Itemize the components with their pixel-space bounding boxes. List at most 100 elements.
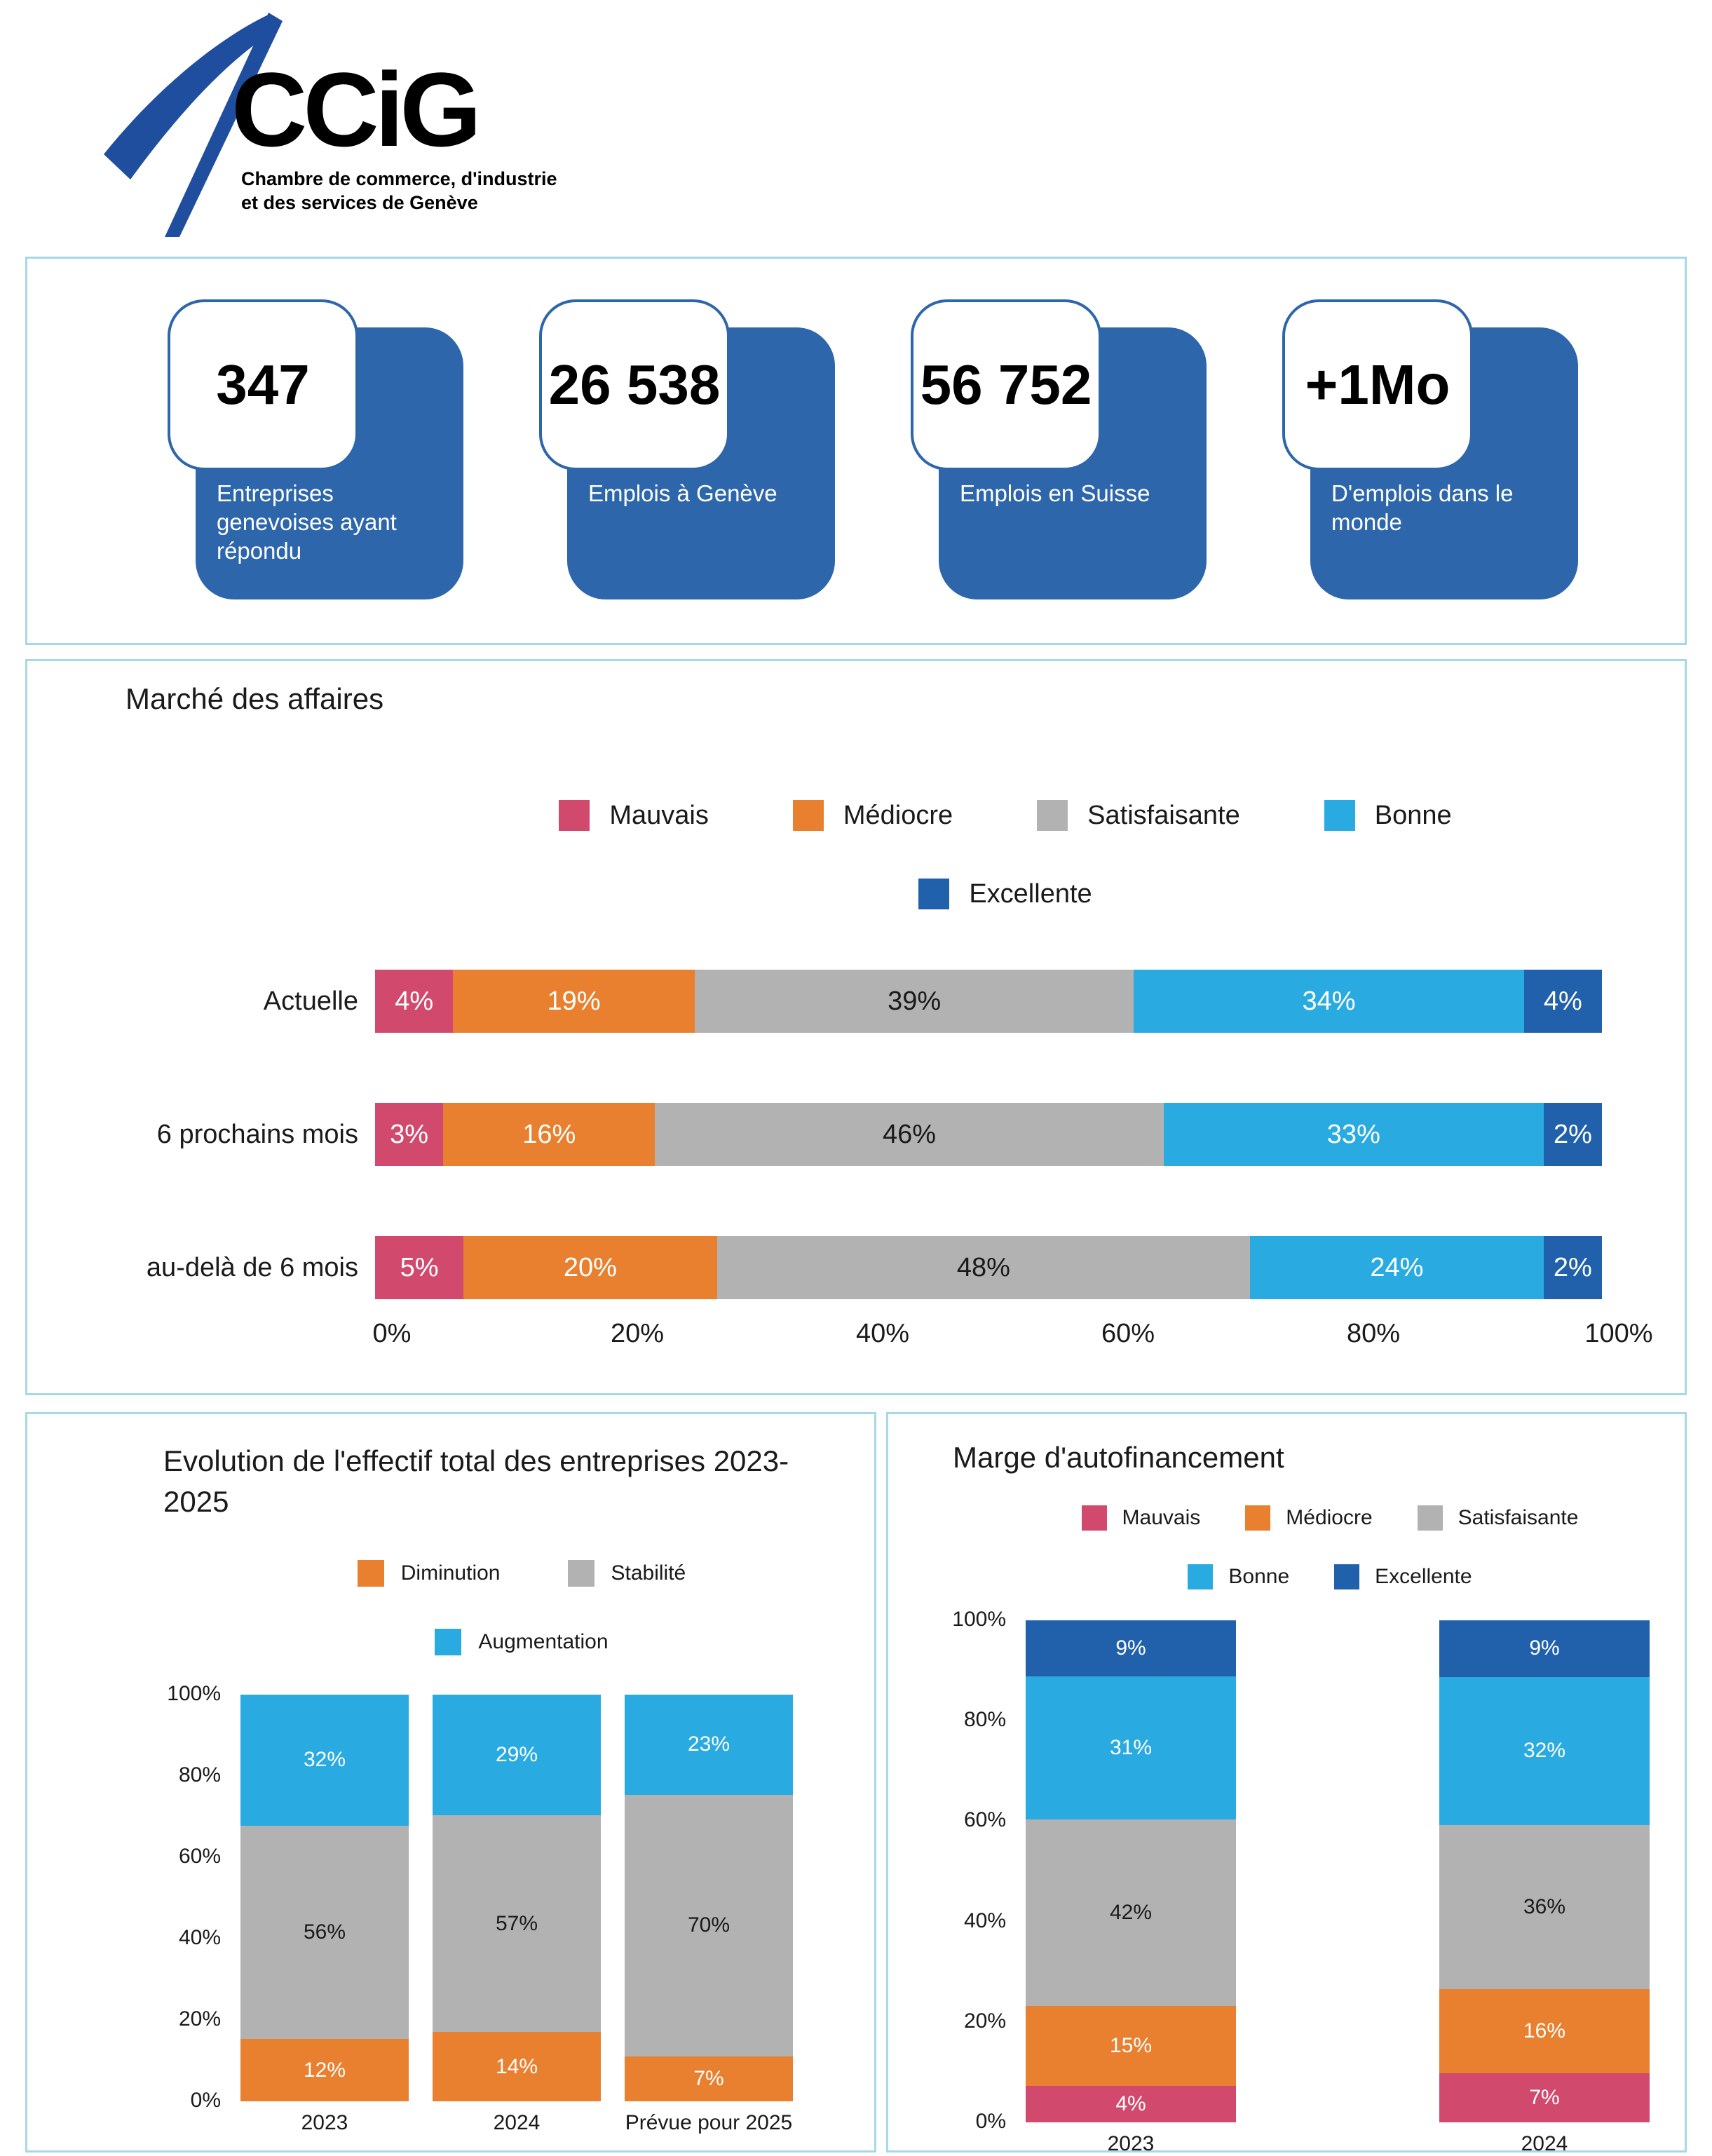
legend-row: Bonne Excellente <box>986 1564 1673 1589</box>
value-label: 16% <box>522 1120 576 1149</box>
value-label: 39% <box>888 987 942 1016</box>
bar-segment-mauvais: 5% <box>375 1236 464 1299</box>
bar-segment-satisfaisante: 46% <box>655 1103 1164 1166</box>
bar-segment-mediocre: 15% <box>1026 2005 1236 2086</box>
value-label: 36% <box>1523 1894 1566 1918</box>
stat-card-value-box: 56 752 <box>911 299 1101 470</box>
chart-legend: Mauvais Médiocre Satisfaisante Bonne Excelle… <box>392 800 1619 957</box>
axis-tick-label: 20% <box>963 2009 1006 2033</box>
legend-label: Médiocre <box>843 800 953 830</box>
axis-tick-label: 60% <box>178 1845 221 1868</box>
stacked-bar-2024: 14% 57% 29% <box>433 1695 601 2101</box>
legend-label: Bonne <box>1228 1565 1290 1588</box>
ccig-logo: CCiG Chambre de commerce, d'industrie et… <box>91 0 722 238</box>
legend-label: Diminution <box>400 1561 501 1585</box>
excellente-swatch-icon <box>1334 1564 1360 1589</box>
mauvais-swatch-icon <box>559 800 590 831</box>
bar-segment-stabilite: 70% <box>625 1794 793 2056</box>
value-label: 24% <box>1370 1253 1424 1282</box>
bar-segment-bonne: 34% <box>1134 970 1524 1033</box>
stat-card-value-box: 347 <box>168 299 358 470</box>
chart-legend: Diminution Stabilité Augmentation <box>238 1560 806 1697</box>
axis-tick-label: 80% <box>1346 1319 1401 1348</box>
legend-item-satisfaisante: Satisfaisante <box>1417 1505 1579 1531</box>
stat-card-value-box: +1Mo <box>1282 299 1473 470</box>
logo-swoosh-icon <box>104 13 283 237</box>
chart-row-actuelle: Actuelle 4% 19% 39% 34% 4% <box>27 970 1640 1033</box>
legend-item-stabilite: Stabilité <box>567 1560 686 1587</box>
diminution-swatch-icon <box>357 1560 384 1587</box>
axis-tick-label: 0% <box>372 1319 412 1348</box>
legend-label: Augmentation <box>478 1630 609 1653</box>
bar-segment-bonne: 32% <box>1439 1676 1650 1826</box>
value-label: 48% <box>956 1253 1010 1282</box>
axis-tick-label: 20% <box>178 2007 221 2030</box>
bar-segment-satisfaisante: 36% <box>1439 1825 1650 1989</box>
value-label: 20% <box>563 1253 617 1282</box>
bar-segment-excellente: 4% <box>1523 970 1603 1033</box>
legend-label: Mauvais <box>1122 1506 1201 1529</box>
category-label: 2023 <box>1107 2132 1155 2155</box>
legend-row: Mauvais Médiocre Satisfaisante Bonne <box>392 800 1619 831</box>
bar-segment-excellente: 9% <box>1026 1620 1236 1677</box>
stacked-bar-2024: 7% 16% 36% 32% 9% <box>1439 1620 1650 2122</box>
axis-tick-label: 20% <box>610 1319 665 1348</box>
stacked-bar: 5% 20% 48% 24% 2% <box>375 1236 1603 1299</box>
stacked-bar-prevue-pour-2025: 7% 70% 23% <box>625 1695 793 2101</box>
stat-value: 26 538 <box>548 353 721 416</box>
bar-segment-excellente: 2% <box>1543 1103 1602 1166</box>
logo-tagline-line1: Chambre de commerce, d'industrie <box>241 168 557 189</box>
bar-segment-bonne: 31% <box>1026 1676 1236 1820</box>
legend-item-satisfaisante: Satisfaisante <box>1037 800 1240 831</box>
axis-tick-label: 0% <box>190 2089 221 2112</box>
bar-segment-augmentation: 23% <box>625 1695 793 1795</box>
value-label: 29% <box>495 1743 538 1767</box>
stat-label: D'emplois dans le monde <box>1331 480 1514 535</box>
x-axis: 0% 20% 40% 60% 80% 100% <box>373 1319 1653 1354</box>
chart-row-6-prochains-mois: 6 prochains mois 3% 16% 46% 33% 2% <box>27 1103 1640 1166</box>
legend-item-excellente: Excellente <box>918 879 1092 909</box>
bar-segment-excellente: 9% <box>1439 1620 1650 1677</box>
legend-item-mauvais: Mauvais <box>559 800 709 831</box>
legend-label: Bonne <box>1374 800 1452 830</box>
bar-segment-mediocre: 19% <box>453 970 695 1033</box>
value-label: 31% <box>1109 1736 1153 1760</box>
logo-tagline: Chambre de commerce, d'industrie et des … <box>241 167 557 215</box>
axis-tick-label: 0% <box>975 2110 1006 2133</box>
axis-tick-label: 100% <box>952 1608 1006 1631</box>
legend-item-mediocre: Médiocre <box>1245 1505 1373 1531</box>
value-label: 5% <box>400 1253 439 1282</box>
stat-label: Emplois en Suisse <box>960 480 1150 506</box>
category-label: Actuelle <box>263 986 358 1016</box>
value-label: 7% <box>1529 2086 1560 2110</box>
stats-panel: Entreprises genevoises ayant répondu 347… <box>25 257 1687 645</box>
legend-label: Satisfaisante <box>1087 800 1240 830</box>
mediocre-swatch-icon <box>1245 1505 1271 1531</box>
bar-segment-diminution: 14% <box>433 2032 601 2101</box>
legend-label: Mauvais <box>609 800 709 830</box>
stacked-bar: 3% 16% 46% 33% 2% <box>375 1103 1602 1166</box>
headcount-evolution-panel: Evolution de l'effectif total des entrep… <box>25 1412 876 2152</box>
legend-label: Satisfaisante <box>1458 1506 1579 1529</box>
bar-segment-mediocre: 16% <box>443 1103 655 1166</box>
stabilite-swatch-icon <box>567 1560 595 1587</box>
bar-segment-mauvais: 3% <box>375 1103 444 1166</box>
value-label: 12% <box>303 2058 346 2082</box>
legend-item-mauvais: Mauvais <box>1081 1505 1201 1531</box>
bar-segment-excellente: 2% <box>1543 1236 1603 1299</box>
value-label: 14% <box>495 2054 538 2078</box>
category-label: Prévue pour 2025 <box>625 2111 793 2134</box>
axis-tick-label: 40% <box>963 1908 1006 1932</box>
axis-tick-label: 60% <box>963 1808 1006 1832</box>
excellente-swatch-icon <box>918 879 950 909</box>
value-label: 32% <box>303 1748 346 1772</box>
stat-value: 347 <box>216 353 310 416</box>
value-label: 32% <box>1523 1739 1566 1763</box>
chart-legend: Mauvais Médiocre Satisfaisante Bonne Excelle… <box>986 1505 1673 1623</box>
bar-segment-bonne: 33% <box>1163 1103 1544 1166</box>
self-financing-margin-panel: Marge d'autofinancement Mauvais Médiocre S… <box>886 1412 1687 2155</box>
axis-tick-label: 40% <box>855 1319 910 1348</box>
stat-card-value-box: 26 538 <box>539 299 730 470</box>
panel-title: Evolution de l'effectif total des entrep… <box>163 1444 789 1518</box>
panel-title: Marge d'autofinancement <box>953 1441 1284 1474</box>
